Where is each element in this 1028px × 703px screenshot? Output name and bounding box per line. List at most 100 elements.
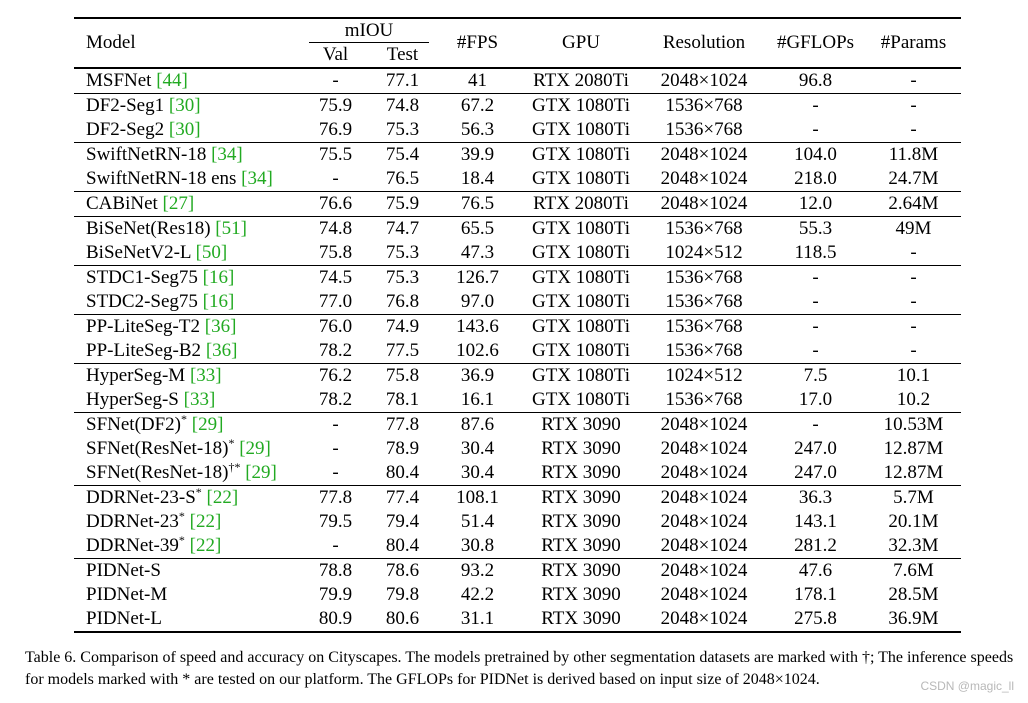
model-cell: DDRNet-23* [22] — [74, 510, 302, 534]
fps-cell: 16.1 — [460, 389, 495, 410]
table-row: SFNet(ResNet-18)* [29] - 78.9 30.4 RTX 3090 2… — [74, 437, 961, 461]
citation-link[interactable]: [29] — [239, 438, 271, 459]
model-cell: STDC2-Seg75 [16] — [74, 290, 302, 315]
params-cell: - — [866, 314, 961, 339]
citation-link[interactable]: [29] — [245, 462, 277, 483]
gflops-cell: - — [765, 412, 866, 437]
gpu-cell: RTX 3090 — [541, 462, 621, 483]
test-cell: 75.9 — [369, 191, 436, 217]
val-cell: 79.9 — [318, 584, 353, 605]
gflops-cell: 96.8 — [765, 67, 866, 94]
citation-link[interactable]: [33] — [183, 389, 216, 410]
fps-cell: 18.4 — [460, 168, 495, 189]
gflops-cell: 143.1 — [794, 511, 837, 532]
params-cell: 12.87M — [883, 438, 944, 459]
model-name: MSFNet — [86, 70, 152, 91]
res-cell: 2048×1024 — [660, 438, 748, 459]
model-name: SFNet(DF2) — [86, 414, 182, 435]
gflops-cell: - — [812, 119, 819, 140]
citation-link[interactable]: [29] — [191, 414, 224, 435]
val-cell: 74.5 — [302, 265, 369, 290]
gpu-cell: GTX 1080Ti — [531, 291, 630, 312]
table-row: DDRNet-23-S* [22] 77.8 77.4 108.1 RTX 3090 20… — [74, 485, 961, 510]
table-caption: Table 6. Comparison of speed and accurac… — [25, 649, 1014, 688]
citation-link[interactable]: [30] — [168, 119, 201, 140]
model-name: DF2-Seg1 — [86, 95, 165, 116]
table-row: SwiftNetRN-18 [34] 75.5 75.4 39.9 GTX 1080Ti… — [74, 142, 961, 167]
fps-cell: 31.1 — [436, 607, 519, 633]
fps-cell: 87.6 — [436, 412, 519, 437]
test-cell: 74.9 — [369, 314, 436, 339]
val-cell: - — [332, 168, 339, 189]
val-cell: 77.0 — [318, 291, 353, 312]
test-cell: 78.9 — [385, 438, 420, 459]
gflops-cell: 118.5 — [794, 242, 837, 263]
model-name: HyperSeg-M — [86, 365, 186, 386]
header-miou-label: mIOU — [309, 20, 429, 43]
gflops-cell: 17.0 — [798, 389, 833, 410]
res-cell: 2048×1024 — [643, 412, 765, 437]
citation-link[interactable]: [36] — [204, 316, 237, 337]
header-fps: #FPS — [436, 17, 519, 69]
gflops-cell: - — [765, 314, 866, 339]
gpu-cell: GTX 1080Ti — [531, 389, 630, 410]
citation-link[interactable]: [22] — [206, 487, 239, 508]
model-cell: BiSeNetV2-L [50] — [74, 241, 302, 266]
header-model: Model — [74, 17, 302, 69]
citation-link[interactable]: [44] — [156, 70, 188, 91]
model-cell: PP-LiteSeg-T2 [36] — [74, 314, 302, 339]
table-row: PIDNet-M 79.9 79.8 42.2 RTX 3090 2048×1024 178… — [74, 583, 961, 607]
gpu-cell: RTX 3090 — [519, 607, 643, 633]
test-cell: 75.8 — [369, 363, 436, 388]
gflops-cell: - — [765, 93, 866, 118]
citation-link[interactable]: [22] — [189, 511, 222, 532]
res-cell: 2048×1024 — [660, 535, 748, 556]
model-name: BiSeNetV2-L — [86, 242, 191, 263]
citation-link[interactable]: [36] — [205, 340, 238, 361]
table-row: STDC1-Seg75 [16] 74.5 75.3 126.7 GTX 1080Ti 1… — [74, 265, 961, 290]
res-cell: 1536×768 — [643, 93, 765, 118]
gflops-cell: - — [765, 265, 866, 290]
citation-link[interactable]: [16] — [202, 291, 235, 312]
gpu-cell: GTX 1080Ti — [519, 314, 643, 339]
citation-link[interactable]: [16] — [202, 267, 235, 288]
header-val: Val — [302, 43, 369, 69]
gpu-cell: RTX 3090 — [519, 558, 643, 583]
citation-link[interactable]: [51] — [215, 218, 247, 239]
model-cell: HyperSeg-S [33] — [74, 388, 302, 413]
res-cell: 1536×768 — [643, 314, 765, 339]
model-cell: SFNet(ResNet-18)* [29] — [74, 437, 302, 461]
model-name: HyperSeg-S — [86, 389, 179, 410]
table-row: PIDNet-S 78.8 78.6 93.2 RTX 3090 2048×1024 47.… — [74, 558, 961, 583]
params-cell: 10.2 — [896, 389, 931, 410]
val-cell: 76.0 — [302, 314, 369, 339]
citation-link[interactable]: [34] — [211, 144, 243, 165]
gpu-cell: GTX 1080Ti — [519, 142, 643, 167]
test-cell: 75.3 — [385, 119, 420, 140]
gflops-cell: 281.2 — [794, 535, 837, 556]
header-miou: mIOU — [302, 17, 436, 43]
citation-link[interactable]: [34] — [241, 168, 273, 189]
citation-link[interactable]: [27] — [162, 193, 195, 214]
citation-link[interactable]: [22] — [189, 535, 222, 556]
gpu-cell: RTX 2080Ti — [519, 67, 643, 94]
model-name: STDC2-Seg75 — [86, 291, 198, 312]
citation-link[interactable]: [30] — [168, 95, 201, 116]
model-name: STDC1-Seg75 — [86, 267, 198, 288]
model-name: SwiftNetRN-18 — [86, 144, 207, 165]
res-cell: 1536×768 — [665, 340, 743, 361]
citation-link[interactable]: [33] — [189, 365, 222, 386]
test-cell: 77.4 — [369, 485, 436, 510]
citation-link[interactable]: [50] — [195, 242, 228, 263]
model-name: PP-LiteSeg-B2 — [86, 340, 202, 361]
gpu-cell: GTX 1080Ti — [519, 93, 643, 118]
params-cell: - — [866, 67, 961, 94]
table-body: MSFNet [44] -77.1 41 RTX 2080Ti 2048×1024 96.… — [74, 67, 961, 633]
table-row: BiSeNet(Res18) [51] 74.8 74.7 65.5 GTX 1080T… — [74, 216, 961, 241]
params-cell: - — [910, 291, 917, 312]
model-cell: DF2-Seg1 [30] — [74, 93, 302, 118]
gpu-cell: GTX 1080Ti — [531, 168, 630, 189]
val-cell: - — [302, 67, 369, 94]
table-row: MSFNet [44] -77.1 41 RTX 2080Ti 2048×1024 96.… — [74, 67, 961, 94]
test-cell: 79.4 — [385, 511, 420, 532]
